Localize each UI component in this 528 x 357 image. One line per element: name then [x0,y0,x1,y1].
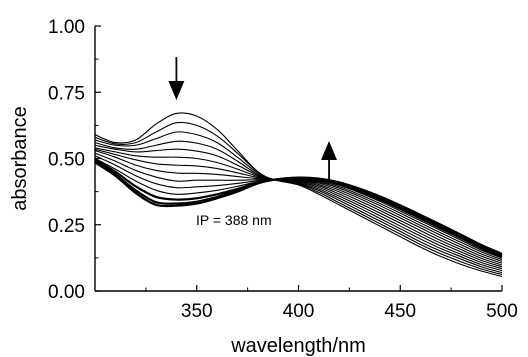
annotations: IP = 388 nm [168,57,338,228]
y-tick-label-4: 1.00 [48,17,85,38]
spectrum-curve-6 [94,147,503,268]
spectrum-curve-4 [94,140,503,272]
spectrum-curve-10 [94,155,503,261]
spectrum-curve-2 [94,121,503,276]
y-tick-label-3: 0.75 [48,83,85,104]
x-tick-label-500: 500 [486,301,518,322]
y-axis-title: absorbance [9,106,31,211]
spectrum-curve-5 [94,144,503,270]
spectrum-curve-14 [94,161,503,255]
arrow-down-icon [168,81,185,100]
spectrum-curve-9 [94,152,503,262]
spectra-curves [94,112,503,277]
x-tick-label-350: 350 [181,301,213,322]
spectrum-curve-12 [94,158,503,258]
isosbestic-point-label: IP = 388 nm [196,212,272,228]
y-tick-label-1: 0.25 [48,216,85,237]
x-tick-label-450: 450 [384,301,416,322]
spectrum-curve-7 [94,148,503,266]
spectrum-curve-3 [94,131,503,274]
spectrum-curve-1 [94,112,503,277]
ticks: 350 400 450 500 0.00 0.25 0.50 0.75 1.00 [48,17,518,322]
y-tick-label-0: 0.00 [48,282,85,303]
x-tick-label-400: 400 [283,301,315,322]
x-axis-title: wavelength/nm [230,335,366,357]
y-tick-label-2: 0.50 [48,150,85,171]
arrow-up-icon [321,141,338,160]
